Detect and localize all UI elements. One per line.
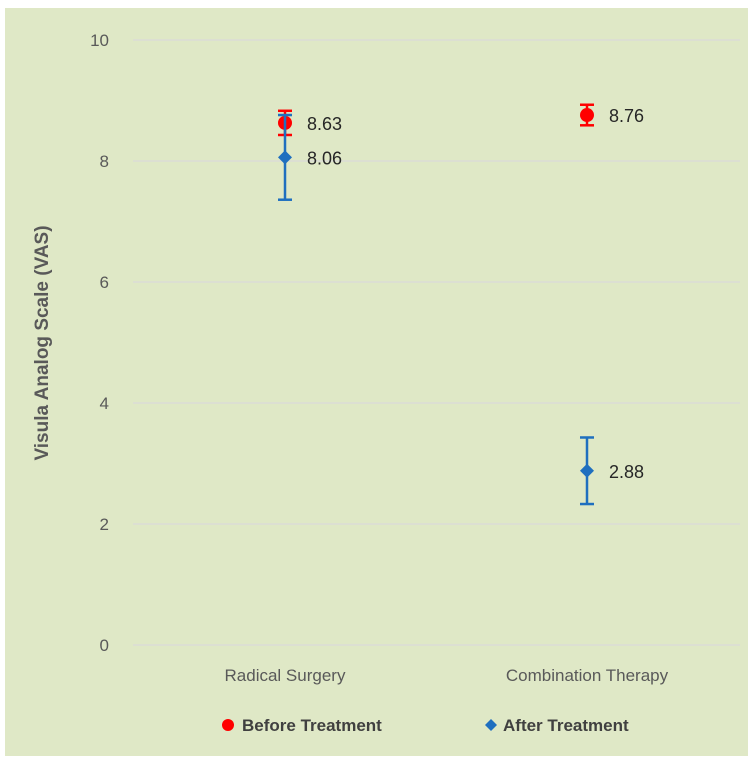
data-point bbox=[580, 463, 594, 478]
y-tick-label: 8 bbox=[100, 152, 109, 171]
y-tick-label: 4 bbox=[100, 394, 109, 413]
legend-label: After Treatment bbox=[503, 716, 629, 735]
chart-background bbox=[5, 8, 748, 756]
series-after-treatment: 8.06 2.88 bbox=[278, 113, 644, 506]
y-axis-ticks: 0 2 4 6 8 10 bbox=[90, 31, 109, 655]
data-label: 8.63 bbox=[307, 114, 342, 134]
data-point bbox=[580, 108, 594, 123]
y-tick-label: 0 bbox=[100, 636, 109, 655]
legend: Before Treatment After Treatment bbox=[222, 716, 629, 735]
series-before-treatment: 8.63 8.76 bbox=[278, 103, 644, 137]
data-label: 8.76 bbox=[609, 106, 644, 126]
data-label: 2.88 bbox=[609, 462, 644, 482]
legend-item: After Treatment bbox=[485, 716, 629, 735]
legend-marker bbox=[222, 719, 234, 731]
y-tick-label: 10 bbox=[90, 31, 109, 50]
data-point bbox=[278, 150, 292, 165]
legend-item: Before Treatment bbox=[222, 716, 382, 735]
y-tick-label: 2 bbox=[100, 515, 109, 534]
x-category-label: Radical Surgery bbox=[225, 666, 346, 685]
legend-marker bbox=[485, 719, 497, 731]
legend-label: Before Treatment bbox=[242, 716, 382, 735]
y-tick-label: 6 bbox=[100, 273, 109, 292]
x-category-label: Combination Therapy bbox=[506, 666, 669, 685]
series: 8.63 8.76 8.06 2.88 bbox=[278, 103, 644, 506]
y-axis-label: Visula Analog Scale (VAS) bbox=[32, 225, 53, 460]
gridlines bbox=[133, 39, 740, 646]
data-label: 8.06 bbox=[307, 148, 342, 168]
x-axis-categories: Radical Surgery Combination Therapy bbox=[225, 666, 669, 685]
